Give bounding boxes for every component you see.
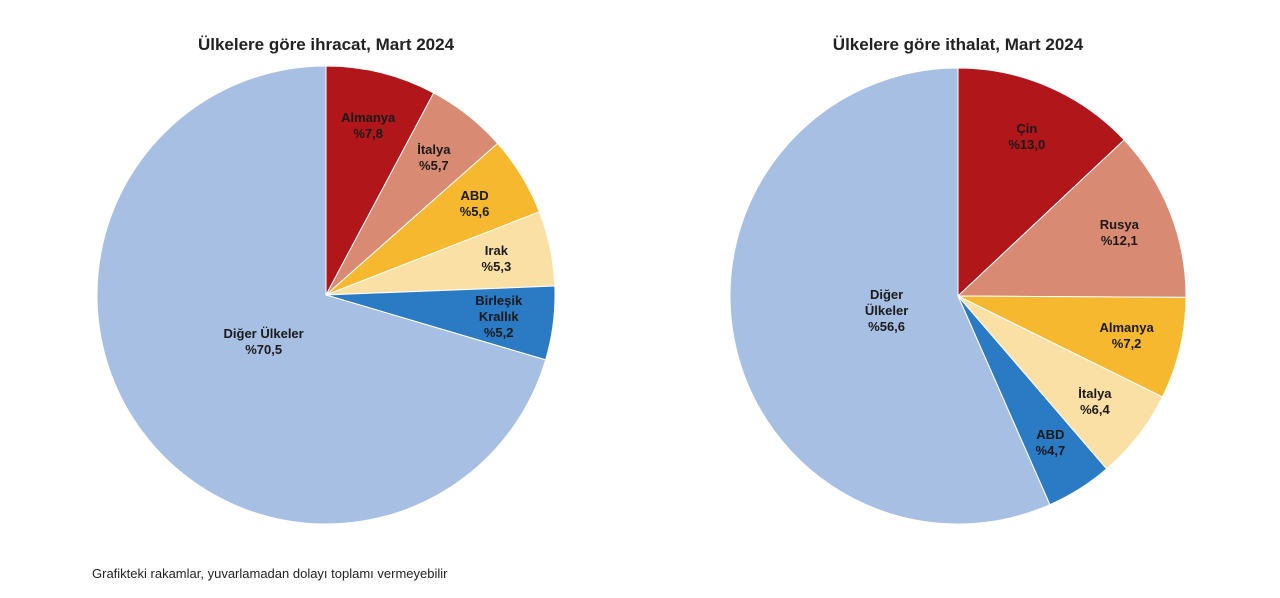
chart-title: Ülkelere göre ihracat, Mart 2024 <box>198 35 455 54</box>
slice-value: %7,2 <box>1111 335 1142 351</box>
pie-slice <box>729 67 1051 525</box>
pie-slice <box>957 67 1125 298</box>
slice-label: İtalya %6,4 <box>1060 386 1130 418</box>
slice-category: Rusya <box>1099 216 1139 232</box>
slice-value: %12,1 <box>1100 232 1138 248</box>
slice-category: Almanya <box>1099 319 1154 335</box>
slice-label: Birleşik Krallık %5,2 <box>464 293 534 341</box>
pie-slice <box>96 65 547 525</box>
slice-category: Çin <box>1016 120 1038 136</box>
slice-label: Almanya %7,2 <box>1092 320 1162 352</box>
slice-value: %13,0 <box>1008 136 1046 152</box>
slice-value: %5,3 <box>481 259 512 275</box>
slice-category: Birleşik Krallık <box>475 292 523 324</box>
slice-label: Irak %5,3 <box>461 243 531 275</box>
slice-value: %7,8 <box>353 126 383 142</box>
slice-label: ABD %4,7 <box>1015 427 1085 459</box>
pie-slice <box>325 65 435 296</box>
slice-value: %6,4 <box>1080 402 1110 418</box>
slice-label: Rusya %12,1 <box>1084 217 1154 249</box>
slice-label: İtalya %5,7 <box>399 142 469 174</box>
slice-label: Almanya %7,8 <box>333 110 403 142</box>
chart-title: Ülkelere göre ithalat, Mart 2024 <box>833 35 1084 54</box>
slice-value: %5,7 <box>419 158 449 174</box>
pie-slice <box>957 295 1187 398</box>
slice-value: %4,7 <box>1035 442 1066 458</box>
slice-value: %5,2 <box>483 324 514 340</box>
slice-category: Almanya <box>341 110 396 126</box>
slice-category: İtalya <box>1078 386 1112 402</box>
pie-slice <box>956 139 1187 298</box>
slice-category: Irak <box>484 243 508 259</box>
slice-category: ABD <box>1036 426 1065 442</box>
slice-value: %70,5 <box>245 341 283 357</box>
slice-category: Diğer Ülkeler <box>864 287 909 319</box>
slice-category: ABD <box>460 188 489 204</box>
slice-category: İtalya <box>417 142 451 158</box>
slice-label: Diğer Ülkeler %70,5 <box>199 326 329 358</box>
slice-label: Diğer Ülkeler %56,6 <box>857 287 917 335</box>
slice-label: ABD %5,6 <box>440 188 510 220</box>
slice-value: %56,6 <box>868 319 906 335</box>
slice-value: %5,6 <box>459 204 490 220</box>
slice-label: Çin %13,0 <box>992 121 1062 153</box>
slice-category: Diğer Ülkeler <box>223 325 304 341</box>
footnote: Grafikteki rakamlar, yuvarlamadan dolayı… <box>92 566 448 581</box>
